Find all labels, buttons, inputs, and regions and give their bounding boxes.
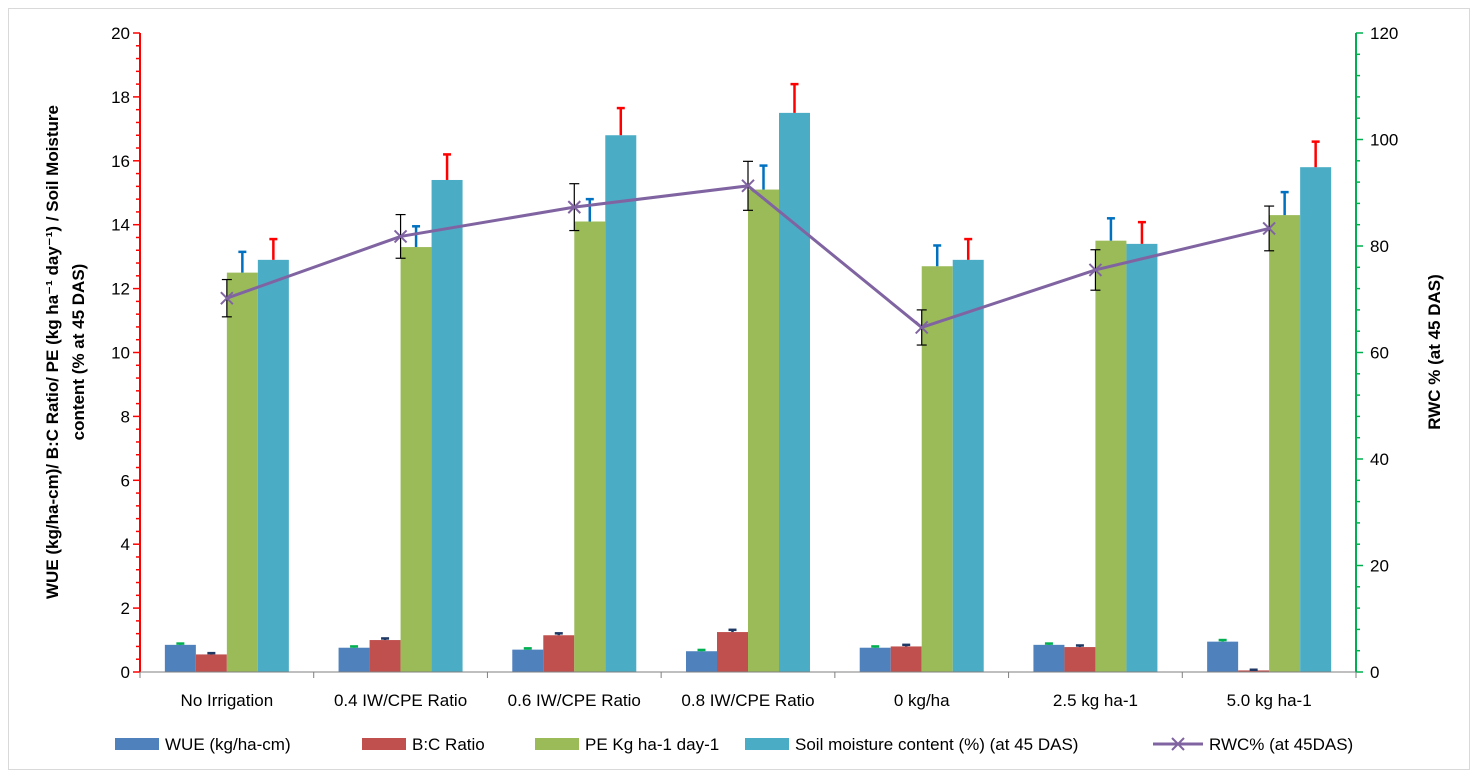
y-axis-right-title: RWC % (at 45 DAS) (1425, 274, 1444, 430)
legend-marker (1171, 737, 1185, 751)
legend-swatch (745, 738, 789, 750)
y-left-tick-label: 4 (121, 535, 130, 554)
chart-frame (8, 8, 1470, 770)
legend-label: WUE (kg/ha-cm) (165, 735, 291, 754)
bar (369, 640, 401, 672)
rwc-marker (220, 291, 234, 305)
y-left-tick-label: 14 (111, 216, 130, 235)
bar (859, 647, 891, 672)
labels-layer: 0 2 4 6 8 10 12 14 16 18 20 0 20 40 60 80 100 120 No Irrig… (111, 24, 1398, 710)
bar (400, 247, 432, 672)
legend-swatch (115, 738, 159, 750)
x-tick-label: 5.0 kg ha-1 (1227, 691, 1312, 710)
bar (257, 259, 289, 672)
bar (952, 259, 984, 672)
bar (890, 646, 922, 672)
bar (543, 635, 575, 672)
legend-label: B:C Ratio (412, 735, 485, 754)
bar (1238, 670, 1270, 672)
bar (1269, 215, 1301, 673)
y-left-tick-label: 8 (121, 407, 130, 426)
x-tick-label: 0.4 IW/CPE Ratio (334, 691, 467, 710)
legend-swatch (535, 738, 579, 750)
legend-swatch (362, 738, 406, 750)
rwc-marker (915, 320, 929, 335)
bar (748, 189, 779, 672)
x-tick-label: 0 kg/ha (894, 691, 950, 710)
bar (574, 221, 606, 672)
bar (338, 647, 370, 672)
bar (1095, 240, 1127, 673)
x-tick-label: 2.5 kg ha-1 (1053, 691, 1138, 710)
bar (195, 654, 227, 672)
y-left-tick-label: 18 (111, 88, 130, 107)
rwc-marker (567, 200, 581, 214)
y-left-tick-label: 16 (111, 152, 130, 171)
rwc-line-layer (220, 160, 1276, 346)
x-tick-label: 0.6 IW/CPE Ratio (508, 691, 641, 710)
bar (226, 272, 258, 672)
legend-label: PE Kg ha-1 day-1 (585, 735, 719, 754)
bar (1033, 644, 1065, 672)
legend-label: Soil moisture content (%) (at 45 DAS) (795, 735, 1078, 754)
y-axis-left-title-line2: content (% at 45 DAS) (69, 264, 88, 441)
bars-layer (164, 112, 1332, 673)
bar (164, 644, 196, 672)
legend: WUE (kg/ha-cm) B:C Ratio PE Kg ha-1 day-1 S… (115, 735, 1353, 754)
y-left-tick-label: 12 (111, 280, 130, 299)
y-left-tick-label: 2 (121, 599, 130, 618)
bar (431, 179, 463, 672)
y-right-tick-label: 0 (1370, 663, 1379, 682)
y-right-tick-label: 20 (1370, 557, 1389, 576)
y-left-tick-label: 10 (111, 344, 130, 363)
y-right-tick-label: 40 (1370, 450, 1389, 469)
y-left-tick-label: 6 (121, 471, 130, 490)
rwc-marker (1262, 221, 1276, 236)
rwc-marker (393, 229, 408, 244)
bar (605, 135, 637, 673)
y-left-tick-label: 20 (111, 24, 130, 43)
bar (686, 651, 717, 672)
y-right-tick-label: 60 (1370, 344, 1389, 363)
y-axis-left-title-line1: WUE (kg/ha-cm)/ B:C Ratio/ PE (kg ha⁻¹ d… (43, 105, 62, 599)
bar (1300, 167, 1332, 672)
rwc-marker (741, 179, 755, 193)
bar (1207, 641, 1239, 672)
bar (779, 112, 810, 672)
x-tick-label: No Irrigation (181, 691, 274, 710)
bar (512, 649, 544, 672)
y-right-tick-label: 100 (1370, 131, 1398, 150)
y-left-tick-label: 0 (121, 663, 130, 682)
x-tick-label: 0.8 IW/CPE Ratio (681, 691, 814, 710)
y-right-tick-label: 80 (1370, 237, 1389, 256)
bar (1126, 243, 1158, 672)
y-right-tick-label: 120 (1370, 24, 1398, 43)
legend-label: RWC% (at 45DAS) (1209, 735, 1353, 754)
error-bars-layer (176, 82, 1320, 672)
rwc-marker (1088, 263, 1103, 277)
axes-layer (133, 32, 1363, 678)
bar (717, 632, 748, 672)
bar (1064, 647, 1096, 672)
